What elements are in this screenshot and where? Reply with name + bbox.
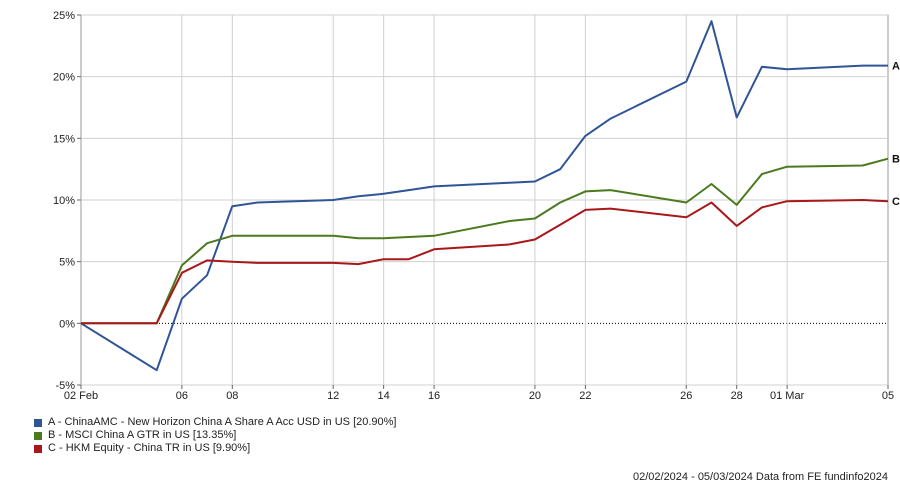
x-tick-label: 05 xyxy=(882,390,894,402)
series-end-label-c: C xyxy=(892,196,900,208)
y-tick-label: 10% xyxy=(53,195,75,207)
x-tick-label: 01 Mar xyxy=(770,390,805,402)
x-tick-label: 08 xyxy=(226,390,238,402)
x-tick-label: 28 xyxy=(731,390,743,402)
y-tick-label: 15% xyxy=(53,133,75,145)
legend-swatch-c xyxy=(34,444,42,453)
legend-item-b: B - MSCI China A GTR in US [13.35%] xyxy=(34,429,397,442)
x-tick-label: 26 xyxy=(680,390,692,402)
y-tick-label: 5% xyxy=(59,257,75,269)
y-tick-label: 20% xyxy=(53,72,75,84)
data-source-footer: 02/02/2024 - 05/03/2024 Data from FE fun… xyxy=(632,471,888,483)
x-tick-label: 02 Feb xyxy=(64,390,98,402)
grid xyxy=(80,14,889,386)
legend-label-c: C - HKM Equity - China TR in US [9.90%] xyxy=(48,442,251,454)
x-axis: 02 Feb 06 08 12 14 16 20 22 26 28 01 Mar 05 xyxy=(64,385,894,402)
series-line-c xyxy=(81,199,889,325)
x-tick-label: 22 xyxy=(579,390,591,402)
legend-swatch-a xyxy=(34,418,42,427)
series-end-label-a: A xyxy=(892,61,900,73)
legend-swatch-b xyxy=(34,431,42,440)
series-lines xyxy=(80,20,889,372)
y-tick-label: 25% xyxy=(53,10,75,22)
x-tick-label: 16 xyxy=(428,390,440,402)
x-tick-label: 20 xyxy=(529,390,541,402)
series-line-b xyxy=(81,157,889,325)
x-tick-label: 12 xyxy=(327,390,339,402)
legend-label-a: A - ChinaAMC - New Horizon China A Share… xyxy=(48,416,397,428)
y-axis: 25% 20% 15% 10% 5% 0% -5% xyxy=(53,10,81,392)
x-tick-label: 14 xyxy=(378,390,390,402)
legend-item-a: A - ChinaAMC - New Horizon China A Share… xyxy=(34,416,397,429)
legend: A - ChinaAMC - New Horizon China A Share… xyxy=(34,416,397,455)
series-end-labels: A B C xyxy=(892,61,900,209)
legend-label-b: B - MSCI China A GTR in US [13.35%] xyxy=(48,429,237,441)
y-tick-label: 0% xyxy=(59,318,75,330)
series-end-label-b: B xyxy=(892,154,900,166)
line-chart: 25% 20% 15% 10% 5% 0% -5% 02 Feb 06 08 12 14 16 20 22… xyxy=(53,10,900,402)
series-line-a xyxy=(80,20,888,372)
x-tick-label: 06 xyxy=(176,390,188,402)
y-tick-label: -5% xyxy=(55,380,75,392)
legend-item-c: C - HKM Equity - China TR in US [9.90%] xyxy=(34,442,397,455)
